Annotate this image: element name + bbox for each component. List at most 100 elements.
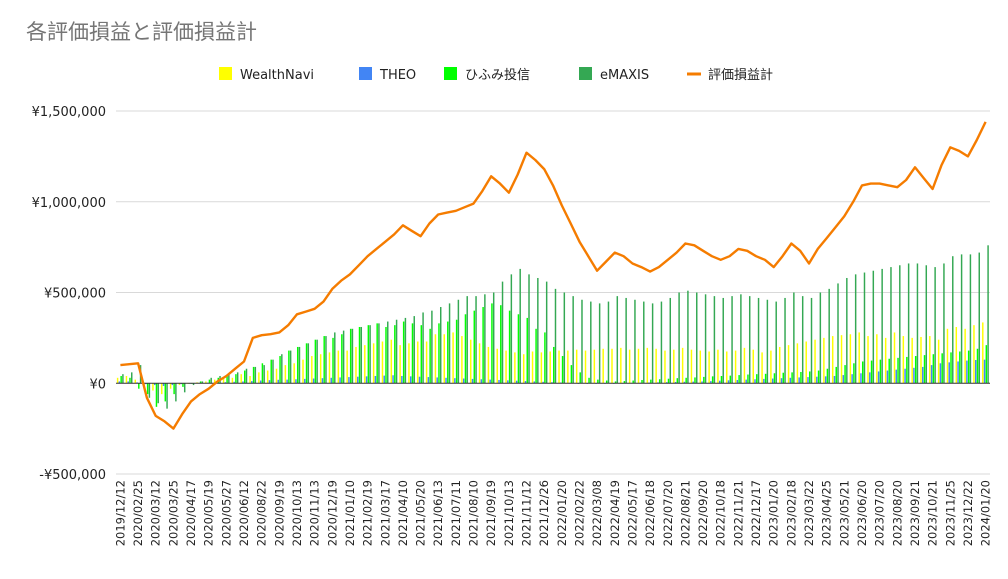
bar-THEO-2020/03/25 <box>171 383 174 386</box>
bar-THEO-2020/05/27 <box>224 382 227 384</box>
bar-WealthNavi-2023/04/25 <box>823 337 825 384</box>
bar-ひふみ投信-2022/09/20 <box>703 376 705 384</box>
bar-ひふみ投信-2023/03/01 <box>800 371 802 384</box>
x-tick-label: 2020/05/27 <box>219 480 233 546</box>
bar-ひふみ投信-2020/02/25 <box>138 383 140 389</box>
x-tick-label: 2020/08/22 <box>255 480 269 546</box>
bar-WealthNavi-2021/07/25 <box>461 336 463 384</box>
bar-WealthNavi-2021/08/10 <box>470 339 472 384</box>
bar-THEO-2020/11/30 <box>321 378 324 384</box>
bar-THEO-2021/11/12 <box>524 381 527 384</box>
bar-eMAXIS-2022/02/22 <box>581 299 583 384</box>
bar-WealthNavi-2023/06/01 <box>849 334 852 384</box>
bar-ひふみ投信-2023/03/22 <box>809 371 811 384</box>
bar-ひふみ投信-2021/08/26 <box>482 307 484 384</box>
bar-THEO-2021/06/01 <box>427 377 430 384</box>
x-tick-label: 2022/08/21 <box>678 480 692 546</box>
bar-THEO-2021/04/10 <box>401 375 403 384</box>
bar-THEO-2023/06/01 <box>851 374 853 384</box>
bar-eMAXIS-2021/06/13 <box>439 307 442 384</box>
bar-ひふみ投信-2022/10/01 <box>711 376 714 384</box>
bar-ひふみ投信-2020/03/25 <box>173 383 175 395</box>
x-tick-label: 2023/09/21 <box>908 480 922 546</box>
bar-ひふみ投信-2020/10/13 <box>296 346 299 384</box>
bar-eMAXIS-2022/10/01 <box>713 296 716 384</box>
bar-WealthNavi-2022/06/18 <box>646 347 649 384</box>
bar-eMAXIS-2021/10/31 <box>519 268 521 384</box>
bar-WealthNavi-2024/01/20 <box>982 322 984 384</box>
line-marks <box>120 121 987 430</box>
bar-WealthNavi-2023/11/25 <box>946 328 949 384</box>
bar-WealthNavi-2020/04/03 <box>178 383 181 386</box>
bar-WealthNavi-2023/05/21 <box>840 335 843 384</box>
bar-ひふみ投信-2021/11/12 <box>526 317 528 384</box>
legend: WealthNavi THEO ひふみ投信 eMAXIS 評価損益計 <box>219 67 773 83</box>
bar-WealthNavi-2020/12/19 <box>328 352 331 384</box>
bar-WealthNavi-2020/08/22 <box>258 372 260 384</box>
bar-eMAXIS-2020/11/30 <box>325 336 327 384</box>
bar-eMAXIS-2020/03/25 <box>175 383 177 402</box>
bar-WealthNavi-2023/10/01 <box>920 336 922 384</box>
bar-THEO-2022/11/21 <box>736 379 739 384</box>
bar-eMAXIS-2023/03/22 <box>810 297 813 384</box>
bar-THEO-2020/09/19 <box>277 379 280 384</box>
bar-eMAXIS-2020/05/19 <box>210 377 212 384</box>
bar-WealthNavi-2023/03/01 <box>796 343 799 384</box>
x-tick-label: 2020/05/19 <box>202 480 216 546</box>
bar-ひふみ投信-2023/09/21 <box>914 356 917 384</box>
bar-ひふみ投信-2022/06/18 <box>650 379 652 384</box>
bar-eMAXIS-2021/06/27 <box>448 303 451 384</box>
bar-ひふみ投信-2020/05/01 <box>199 381 202 384</box>
legend-swatch-THEO <box>359 67 372 80</box>
bar-THEO-2022/01/06 <box>551 382 553 384</box>
x-tick-label: 2020/03/12 <box>149 480 163 546</box>
bar-ひふみ投信-2022/09/01 <box>694 377 696 384</box>
bar-THEO-2021/07/11 <box>454 378 456 384</box>
bar-ひふみ投信-2022/01/20 <box>561 356 564 384</box>
bar-WealthNavi-2020/05/27 <box>222 378 225 384</box>
bar-WealthNavi-2022/10/18 <box>717 349 719 384</box>
bar-WealthNavi-2021/12/26 <box>540 352 543 384</box>
x-tick-label: 2020/10/13 <box>290 480 304 546</box>
bar-eMAXIS-2020/12/19 <box>334 332 336 384</box>
bar-ひふみ投信-2023/07/01 <box>870 360 873 384</box>
bar-WealthNavi-2020/06/12 <box>240 374 242 384</box>
bar-ひふみ投信-2020/06/12 <box>244 370 246 384</box>
bar-eMAXIS-2021/08/26 <box>484 294 486 384</box>
bar-ひふみ投信-2021/03/31 <box>394 325 396 384</box>
bar-eMAXIS-2020/06/04 <box>236 372 239 384</box>
bar-ひふみ投信-2023/09/01 <box>906 356 908 384</box>
bar-WealthNavi-2023/07/01 <box>867 336 869 384</box>
y-tick-label: -¥500,000 <box>39 468 106 483</box>
bar-marks <box>116 245 989 409</box>
bar-ひふみ投信-2020/10/03 <box>288 350 290 384</box>
x-tick-label: 2020/11/13 <box>308 480 322 546</box>
bar-eMAXIS-2022/05/31 <box>643 301 645 384</box>
bar-eMAXIS-2023/07/20 <box>881 268 883 384</box>
bar-ひふみ投信-2022/08/01 <box>676 378 679 384</box>
bar-WealthNavi-2022/11/01 <box>726 351 728 384</box>
bar-ひふみ投信-2023/06/20 <box>861 361 864 384</box>
bar-THEO-2021/06/27 <box>445 377 447 384</box>
bar-THEO-2020/01/10 <box>127 381 129 384</box>
bar-WealthNavi-2021/08/26 <box>478 343 481 384</box>
bar-WealthNavi-2022/07/20 <box>664 350 666 384</box>
bar-THEO-2023/05/21 <box>842 375 845 384</box>
x-tick-label: 2022/06/18 <box>643 480 657 546</box>
bar-eMAXIS-2022/11/01 <box>731 296 733 384</box>
bar-WealthNavi-2023/11/01 <box>937 339 940 384</box>
bar-eMAXIS-2023/02/18 <box>793 292 795 384</box>
x-tick-label: 2019/12/12 <box>113 480 127 546</box>
bar-ひふみ投信-2022/03/08 <box>597 379 599 384</box>
bar-ひふみ投信-2023/12/22 <box>967 350 970 384</box>
bar-eMAXIS-2021/10/13 <box>510 274 513 384</box>
bar-THEO-2023/09/01 <box>904 368 906 384</box>
bar-eMAXIS-2021/01/01 <box>342 330 345 384</box>
bar-THEO-2023/01/20 <box>771 378 774 384</box>
bar-WealthNavi-2020/03/25 <box>169 383 172 389</box>
bar-eMAXIS-2022/07/20 <box>669 297 671 384</box>
bar-WealthNavi-2020/10/13 <box>293 363 295 384</box>
bar-THEO-2024/01/20 <box>983 359 986 384</box>
bar-eMAXIS-2021/04/10 <box>404 317 407 384</box>
